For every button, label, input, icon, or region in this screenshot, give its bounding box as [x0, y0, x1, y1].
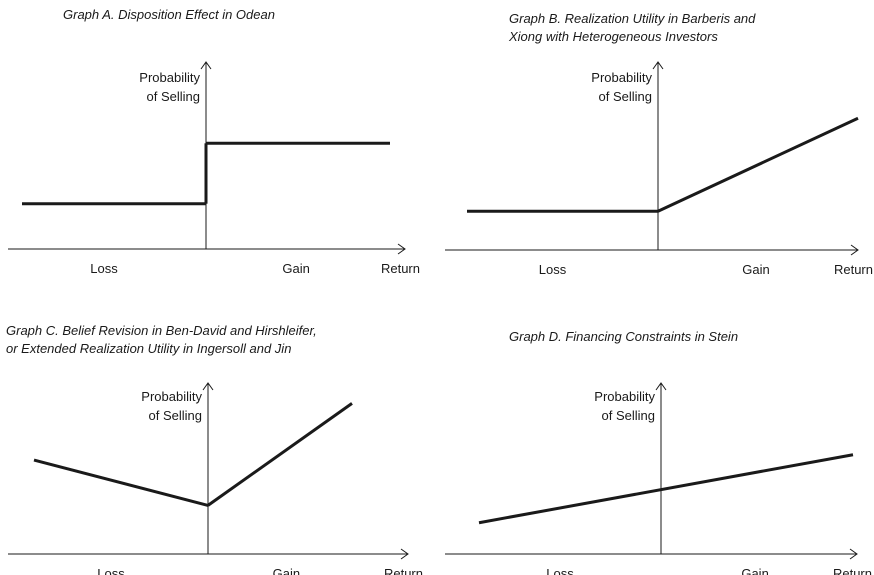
- graph-b-title-line-2: Xiong with Heterogeneous Investors: [509, 29, 718, 44]
- graph-b-xlabel: Return: [834, 262, 873, 277]
- graph-d-loss-label: Loss: [546, 566, 574, 575]
- graph-b-curve-segment-2: [657, 116, 859, 213]
- graph-c-ylabel-line-2: of Selling: [149, 408, 202, 423]
- graph-d-xlabel: Return: [833, 566, 872, 575]
- graph-b-title-line-1: Graph B. Realization Utility in Barberis…: [509, 11, 756, 26]
- graph-c-panel: Graph C. Belief Revision in Ben-David an…: [0, 288, 437, 575]
- graph-d-ylabel-line-1: Probability: [594, 389, 655, 404]
- graph-d-ylabel-line-2: of Selling: [602, 408, 655, 423]
- graph-a-title: Graph A. Disposition Effect in Odean: [63, 6, 275, 24]
- graph-d-panel: Graph D. Financing Constraints in Stein …: [437, 288, 874, 575]
- graph-a-ylabel-line-2: of Selling: [147, 89, 200, 104]
- graph-c-title-line-1: Graph C. Belief Revision in Ben-David an…: [6, 323, 317, 338]
- graph-c-loss-label: Loss: [97, 566, 125, 575]
- graph-b-loss-label: Loss: [539, 262, 567, 277]
- graph-b-chart: Probability of Selling Loss Gain Return: [445, 61, 873, 277]
- graph-b-ylabel-line-1: Probability: [591, 70, 652, 85]
- graph-b-panel: Graph B. Realization Utility in Barberis…: [437, 0, 874, 287]
- graph-d-chart: Probability of Selling Loss Gain Return: [445, 382, 872, 575]
- graph-a-title-line-1: Graph A. Disposition Effect in Odean: [63, 7, 275, 22]
- graph-a-chart: Probability of Selling Loss Gain Return: [8, 61, 420, 276]
- graph-d-title: Graph D. Financing Constraints in Stein: [509, 328, 738, 346]
- graph-c-chart: Probability of Selling Loss Gain Return: [8, 382, 423, 575]
- graph-d-title-line-1: Graph D. Financing Constraints in Stein: [509, 329, 739, 344]
- graph-b-y-axis-arrow: [652, 61, 664, 70]
- graph-d-x-axis-arrow: [849, 548, 858, 560]
- graph-b-gain-label: Gain: [742, 262, 769, 277]
- graph-a-ylabel-line-1: Probability: [139, 70, 200, 85]
- graph-c-curve-segment-1: [33, 458, 209, 507]
- graph-c-ylabel-line-1: Probability: [141, 389, 202, 404]
- graph-c-x-axis-arrow: [400, 548, 409, 560]
- graph-b-title: Graph B. Realization Utility in Barberis…: [509, 10, 755, 46]
- graph-b-x-axis-arrow: [850, 244, 859, 256]
- graph-c-gain-label: Gain: [273, 566, 300, 575]
- graph-b-ylabel-line-2: of Selling: [599, 89, 652, 104]
- graph-c-xlabel: Return: [384, 566, 423, 575]
- graph-a-panel: Graph A. Disposition Effect in Odean Pro…: [0, 0, 437, 287]
- graph-d-curve-segment-1: [478, 453, 854, 525]
- graph-c-y-axis-arrow: [202, 382, 214, 391]
- graph-c-curve-segment-2: [207, 402, 353, 507]
- graph-c-title-line-2: or Extended Realization Utility in Inger…: [6, 341, 292, 356]
- graph-c-title: Graph C. Belief Revision in Ben-David an…: [6, 322, 317, 358]
- graph-a-y-axis-arrow: [200, 61, 212, 70]
- graph-d-y-axis-arrow: [655, 382, 667, 391]
- graph-d-gain-label: Gain: [741, 566, 768, 575]
- graph-a-loss-label: Loss: [90, 261, 118, 276]
- graph-a-xlabel: Return: [381, 261, 420, 276]
- graph-a-gain-label: Gain: [282, 261, 309, 276]
- graph-a-x-axis-arrow: [397, 243, 406, 255]
